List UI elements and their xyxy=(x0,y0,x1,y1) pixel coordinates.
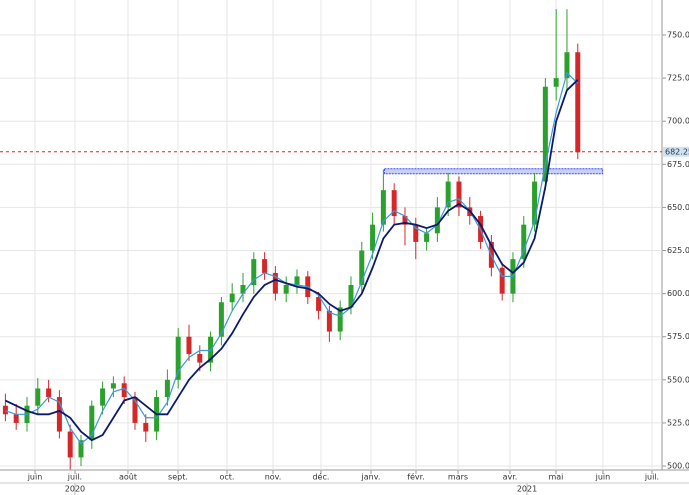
candle-body xyxy=(272,272,278,294)
moving-average xyxy=(5,79,579,442)
resistance-band xyxy=(383,168,604,175)
y-tick-label: 700.00 xyxy=(667,117,689,126)
x-tick-label: août xyxy=(119,473,137,482)
y-tick-label: 500.00 xyxy=(667,462,689,471)
candle-body xyxy=(143,422,149,432)
candle-body xyxy=(391,190,397,217)
candle-body xyxy=(2,405,8,415)
candle-body xyxy=(359,250,365,285)
candle-body xyxy=(445,181,451,208)
candle-body xyxy=(456,181,462,208)
candle-body xyxy=(294,276,300,285)
candle-body xyxy=(542,86,548,182)
y-tick-label: 725.00 xyxy=(667,74,689,83)
x-tick-label: nov. xyxy=(265,473,282,482)
candle-body xyxy=(56,397,62,432)
candle-body xyxy=(186,336,192,354)
x-tick-label: juin xyxy=(595,473,611,482)
candle-body xyxy=(348,285,354,308)
candle-body xyxy=(240,285,246,294)
y-tick-label: 550.00 xyxy=(667,375,689,384)
x-tick-label: janv. xyxy=(361,473,381,482)
year-label: 2021 xyxy=(517,485,537,494)
y-tick-label: 625.00 xyxy=(667,246,689,255)
candle-body xyxy=(197,353,203,363)
candle-body xyxy=(434,207,440,234)
candle-body xyxy=(532,181,538,225)
candle-body xyxy=(229,293,235,303)
x-tick-label: juil. xyxy=(644,473,659,482)
candle-body xyxy=(132,397,138,423)
x-tick-label: juil. xyxy=(67,473,82,482)
candle-body xyxy=(13,414,19,423)
x-tick-label: mai xyxy=(548,473,563,482)
x-tick-label: mars xyxy=(448,473,468,482)
candle-body xyxy=(35,388,41,406)
candle-body xyxy=(251,259,257,285)
candle-body xyxy=(326,310,332,332)
candle-body xyxy=(164,379,170,398)
candle-body xyxy=(380,190,386,225)
candle-body xyxy=(402,216,408,225)
candle-body xyxy=(564,52,570,79)
x-tick-label: déc. xyxy=(312,472,329,482)
candle-body xyxy=(89,405,95,441)
y-tick-label: 750.00 xyxy=(667,31,689,40)
y-tick-label: 525.00 xyxy=(667,418,689,427)
candle-body xyxy=(413,224,419,242)
candle-body xyxy=(110,383,116,389)
x-tick-label: oct. xyxy=(220,473,235,482)
y-tick-label: 575.00 xyxy=(667,332,689,341)
last-price-label: 682.25 xyxy=(665,147,689,156)
candle-body xyxy=(46,388,52,398)
x-tick-label: juin xyxy=(27,473,43,482)
candle-body xyxy=(575,52,581,153)
candle-body xyxy=(337,307,343,332)
year-label: 2020 xyxy=(65,485,85,494)
candle-body xyxy=(67,431,73,458)
candle-body xyxy=(78,440,84,458)
candle-body xyxy=(121,383,127,398)
candle-body xyxy=(100,388,106,406)
candle-body xyxy=(175,336,181,380)
x-tick-label: sept. xyxy=(168,473,188,482)
candle-body xyxy=(370,224,376,251)
candle-body xyxy=(316,297,322,311)
y-tick-label: 675.00 xyxy=(667,160,689,169)
last-price-box xyxy=(663,146,689,157)
candle-body xyxy=(262,259,268,273)
candle-body xyxy=(499,267,505,294)
candle-body xyxy=(218,302,224,337)
y-tick-label: 650.00 xyxy=(667,203,689,212)
candle-body xyxy=(424,233,430,242)
candle-body xyxy=(283,285,289,294)
candle-body xyxy=(521,224,527,260)
x-tick-label: févr. xyxy=(407,472,425,482)
x-tick-label: avr. xyxy=(503,473,518,482)
y-tick-label: 600.00 xyxy=(667,289,689,298)
candle-body xyxy=(553,78,559,87)
